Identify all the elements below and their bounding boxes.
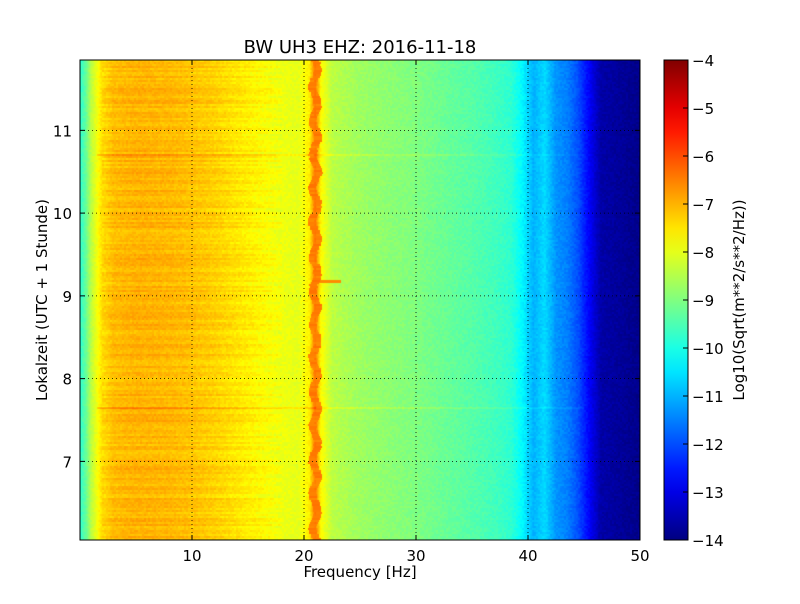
- grid-lines: [80, 60, 640, 540]
- y-axis-label: Lokalzeit (UTC + 1 Stunde): [33, 199, 51, 401]
- y-tick-label: 8: [62, 371, 72, 389]
- x-axis-ticks: 10 20 30 40 50: [182, 60, 650, 565]
- chart-title: BW UH3 EHZ: 2016-11-18: [244, 37, 477, 58]
- colorbar-tick-label: −11: [692, 388, 724, 406]
- colorbar-tick-label: −7: [692, 196, 714, 214]
- y-tick-label: 7: [62, 453, 72, 471]
- colorbar-tick-label: −14: [692, 532, 724, 550]
- colorbar-tick-label: −10: [692, 340, 724, 358]
- colorbar-tick-label: −8: [692, 244, 714, 262]
- x-tick-label: 10: [182, 547, 201, 565]
- y-tick-label: 10: [53, 205, 72, 223]
- colorbar-tick-label: −4: [692, 52, 714, 70]
- spectrogram-heatmap: [80, 60, 640, 540]
- colorbar-tick-label: −5: [692, 100, 714, 118]
- x-axis-label: Frequency [Hz]: [303, 563, 416, 581]
- y-axis-ticks: 7 8 9 10 11: [53, 122, 640, 471]
- x-tick-label: 30: [406, 547, 425, 565]
- x-tick-label: 40: [518, 547, 537, 565]
- x-tick-label: 20: [294, 547, 313, 565]
- colorbar-tick-label: −6: [692, 148, 714, 166]
- x-tick-label: 50: [630, 547, 649, 565]
- colorbar-ticks: −4 −5 −6 −7 −8 −9 −10 −11 −12 −13 −14: [683, 52, 724, 550]
- colorbar-tick-label: −13: [692, 484, 724, 502]
- colorbar-tick-label: −12: [692, 436, 724, 454]
- y-tick-label: 9: [62, 288, 72, 306]
- colorbar-tick-label: −9: [692, 292, 714, 310]
- y-tick-label: 11: [53, 122, 72, 140]
- colorbar-label: Log10(Sqrt(m**2/s**2/Hz)): [730, 199, 748, 400]
- plot-frame: [79, 59, 641, 541]
